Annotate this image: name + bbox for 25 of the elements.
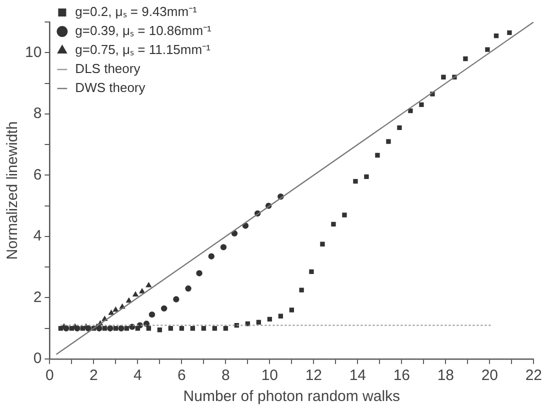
- y-tick-label: 6: [33, 166, 42, 184]
- y-tick-label: 10: [24, 44, 42, 61]
- x-tick-label: 16: [393, 367, 410, 384]
- x-tick-label: 22: [525, 367, 542, 384]
- x-tick-label: 0: [46, 367, 54, 384]
- x-tick-label: 20: [481, 367, 498, 384]
- legend-label: g=0.75, μₛ = 11.15mm⁻¹: [75, 42, 212, 58]
- legend-label: DLS theory: [75, 61, 141, 76]
- legend-label: g=0.39, μₛ = 10.86mm⁻¹: [75, 23, 212, 38]
- y-tick-label: 2: [33, 288, 42, 306]
- x-tick-label: 10: [261, 367, 278, 384]
- y-tick-label: 4: [33, 228, 42, 245]
- x-tick-label: 2: [90, 367, 98, 384]
- y-axis-title: Normalized linewidth: [4, 121, 22, 260]
- x-axis-title: Number of photon random walks: [183, 388, 400, 406]
- y-tick-label: 0: [33, 350, 42, 368]
- y-tick-label: 8: [33, 105, 42, 122]
- x-tick-label: 18: [437, 367, 454, 384]
- x-tick-label: 12: [305, 367, 322, 384]
- legend-label: g=0.2, μₛ = 9.43mm⁻¹: [75, 4, 198, 20]
- legend-label: DWS theory: [75, 80, 146, 96]
- x-tick-label: 8: [222, 367, 230, 384]
- x-tick-label: 14: [349, 367, 366, 384]
- x-tick-label: 6: [178, 367, 186, 384]
- x-tick-label: 4: [134, 367, 142, 384]
